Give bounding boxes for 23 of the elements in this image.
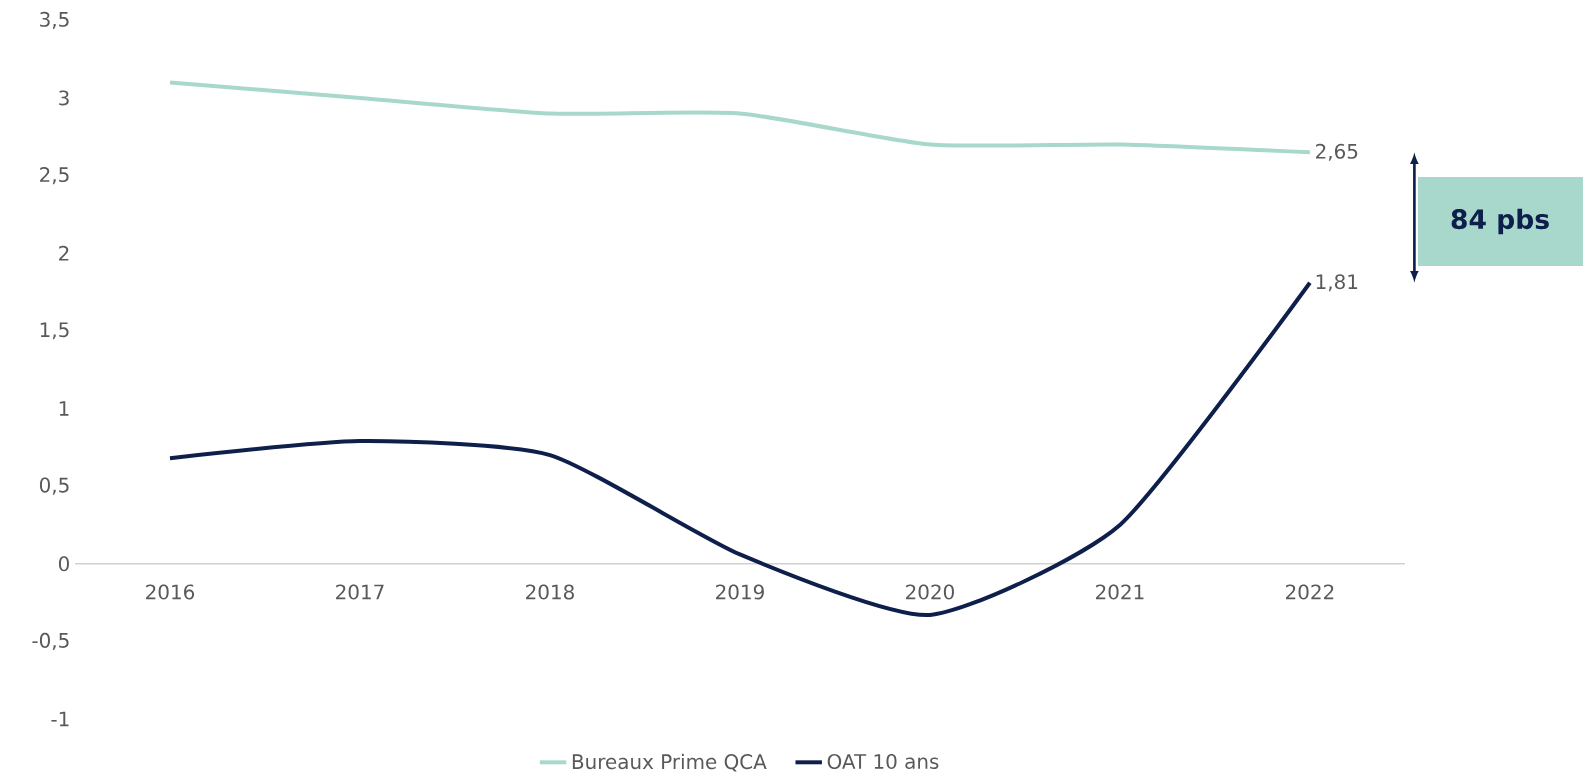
y-tick-label: 1,5	[40, 322, 69, 340]
text: 84 pbs	[1451, 208, 1549, 235]
legend-label: OAT 10 ans	[827, 753, 939, 769]
y-tick-label: 2,5	[40, 167, 69, 185]
line-series	[167, 80, 1312, 155]
y-tick-label: 0	[58, 556, 69, 572]
y-tick-label: -1	[51, 711, 69, 727]
legend-label: Bureaux Prime QCA	[572, 753, 767, 772]
y-tick-label: 3,5	[40, 11, 69, 29]
y-tick-label: -0,5	[32, 632, 69, 650]
y-tick-label: 1	[59, 401, 69, 416]
x-tick-label: 2021	[1096, 584, 1144, 600]
x-tick-label: 2019	[716, 584, 764, 600]
x-tick-label: 2020	[906, 584, 954, 600]
y-tick-label: 3	[59, 90, 69, 106]
y-tick-label: 0,5	[39, 477, 69, 495]
x-tick-label: 2016	[146, 584, 195, 600]
data-label: 1,81	[1316, 274, 1358, 292]
y-tick-label: 2	[59, 245, 69, 261]
x-tick-label: 2022	[1286, 584, 1334, 600]
x-tick-label: 2018	[526, 584, 574, 600]
data-label: 2,65	[1316, 143, 1358, 161]
x-tick-label: 2017	[336, 584, 384, 600]
